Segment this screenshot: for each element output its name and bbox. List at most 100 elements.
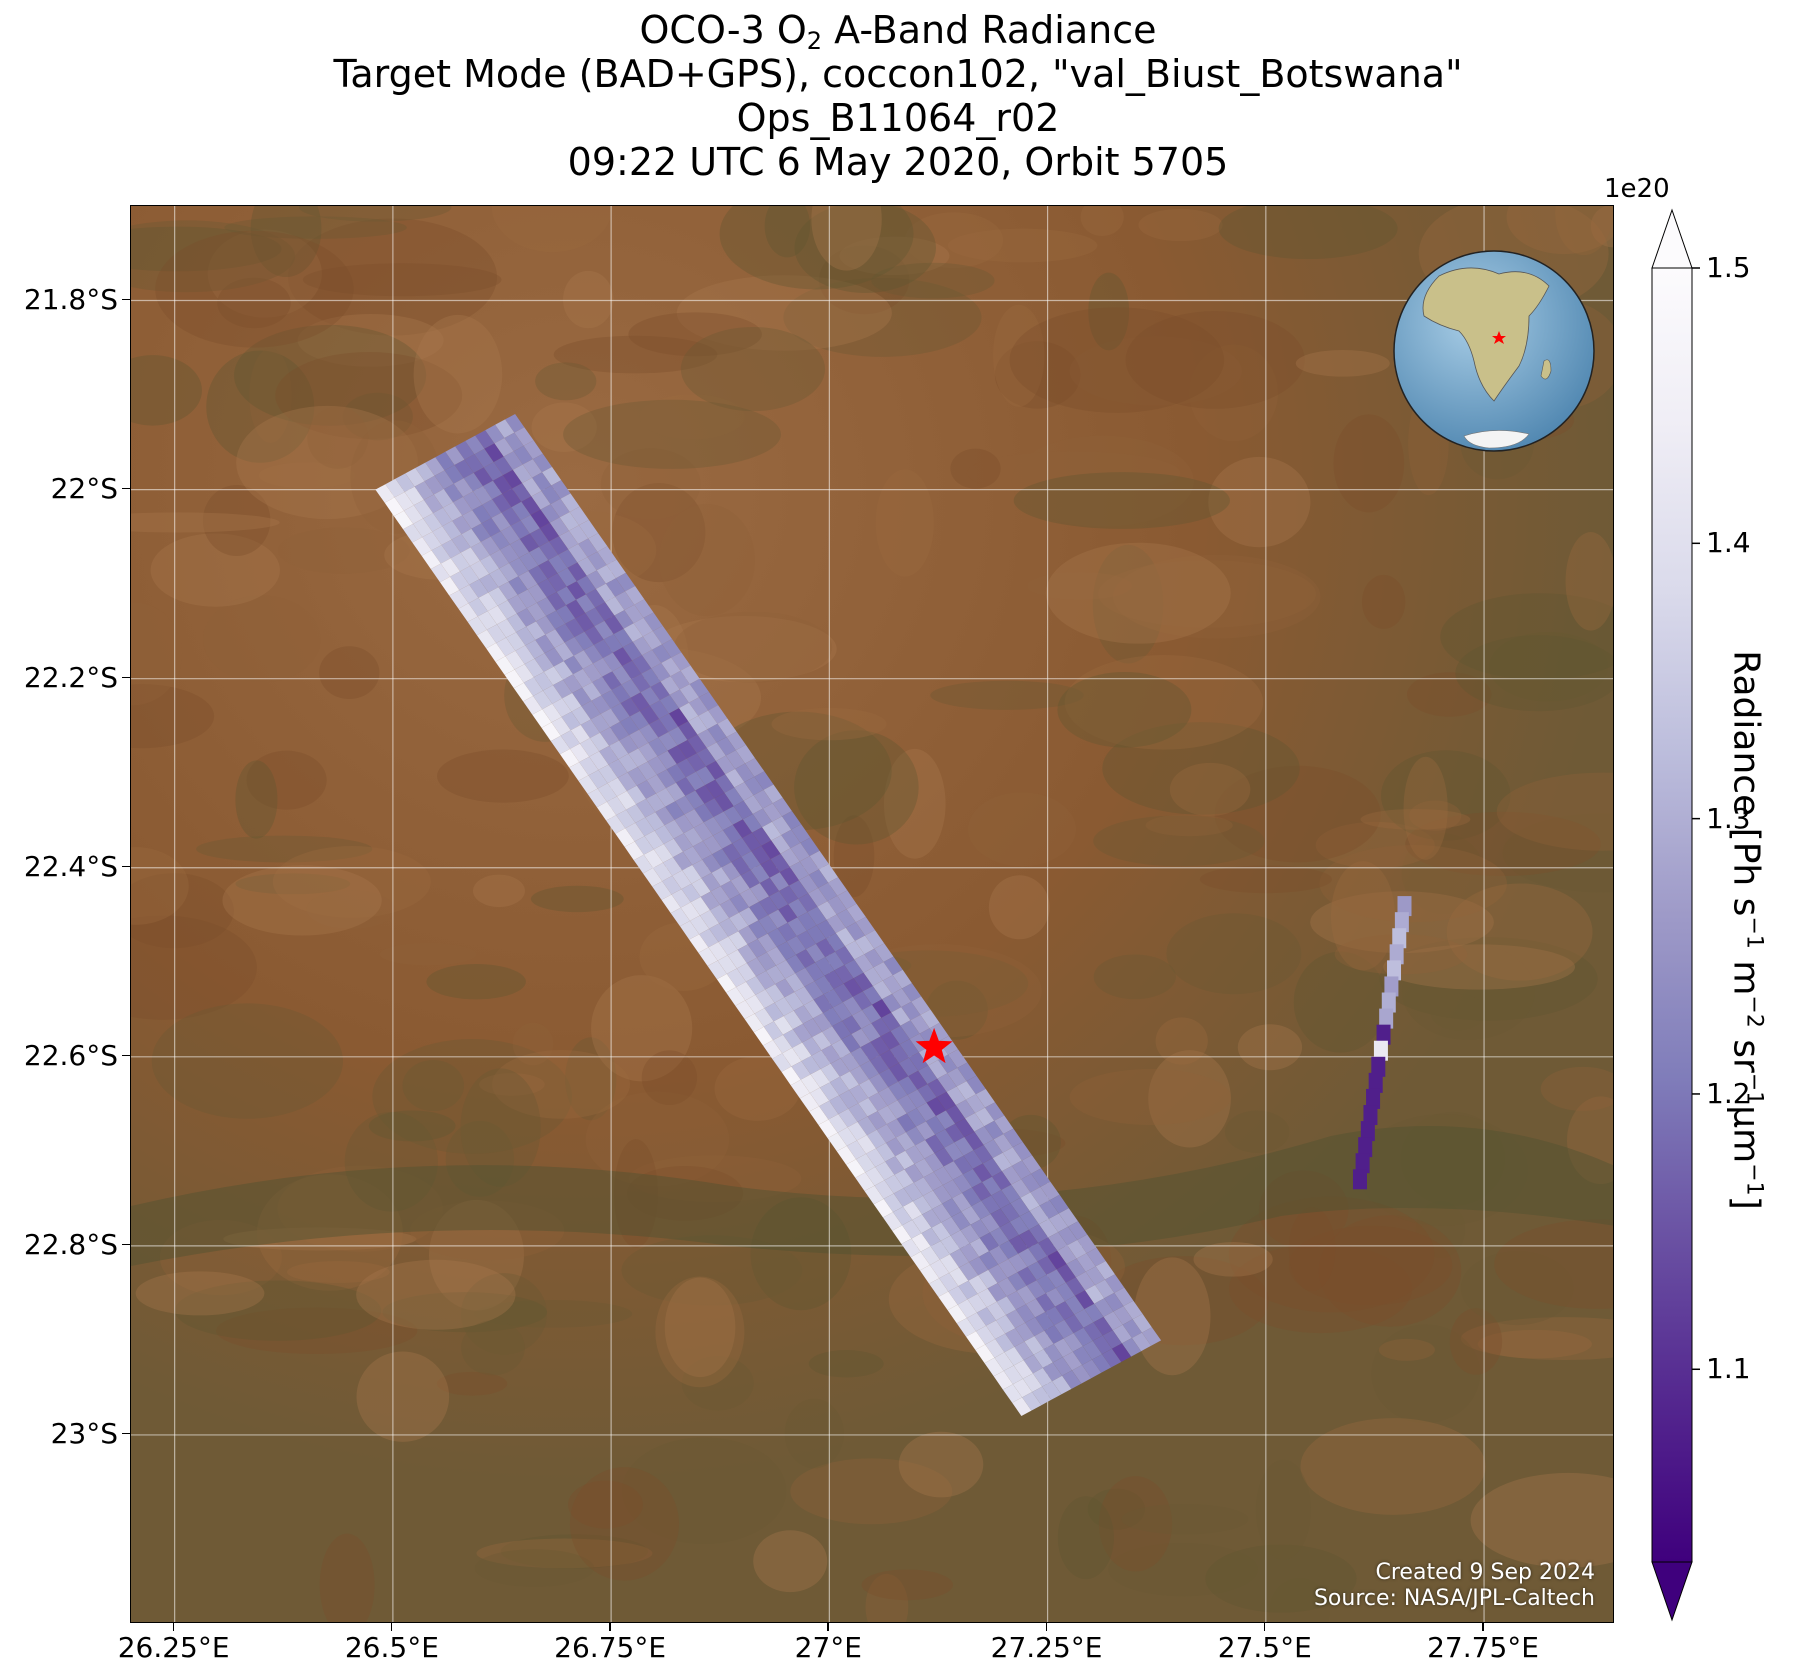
swath-pixel xyxy=(719,918,739,937)
swath-pixel xyxy=(999,1221,1019,1241)
plot-title-line-4: 09:22 UTC 6 May 2020, Orbit 5705 xyxy=(567,140,1229,184)
swath-pixel xyxy=(512,483,532,502)
swath-pixel xyxy=(496,637,516,657)
swath-pixel xyxy=(673,851,693,871)
swath-pixel xyxy=(505,650,525,670)
swath-pixel xyxy=(697,729,717,748)
swath-pixel xyxy=(815,957,835,976)
swath-pixel xyxy=(1005,1328,1025,1347)
swath-pixel xyxy=(658,732,678,751)
swath-pixel xyxy=(553,661,573,680)
swath-pixel xyxy=(591,695,611,714)
swath-pixel xyxy=(461,528,481,548)
terrain-patch xyxy=(131,602,183,706)
swath-pixel xyxy=(985,1102,1005,1121)
swath-pixel xyxy=(460,566,480,585)
swath-pixel xyxy=(393,510,414,530)
swath-pixel xyxy=(652,625,672,645)
swath-pixel xyxy=(1027,1261,1047,1281)
terrain-patch xyxy=(224,216,407,239)
terrain-patch xyxy=(641,1050,698,1106)
terrain-patch xyxy=(714,1056,801,1121)
swath-pixel xyxy=(807,906,827,926)
swath-pixel xyxy=(705,761,726,780)
swath-pixel xyxy=(856,1135,876,1154)
swath-pixel xyxy=(1056,1264,1076,1283)
lat-tick-label: 22.6°S xyxy=(23,1038,118,1072)
swath-pixel xyxy=(632,655,652,674)
swath-pixel xyxy=(722,843,742,863)
swath-pixel xyxy=(932,1203,952,1223)
swath-pixel xyxy=(960,1224,980,1244)
swath-pixel xyxy=(1011,1179,1031,1198)
swath-pixel xyxy=(627,767,647,786)
swath-pixel xyxy=(440,576,460,596)
swath-pixel xyxy=(412,537,432,556)
swath-pixel xyxy=(681,883,701,903)
terrain-patch xyxy=(1228,1196,1435,1313)
swath-pixel xyxy=(1020,1192,1040,1211)
terrain-patch xyxy=(1148,1050,1231,1148)
terrain-patch xyxy=(681,1356,754,1411)
swath-pixel xyxy=(509,539,530,558)
swath-pixel xyxy=(434,470,454,490)
swath-pixel xyxy=(736,981,756,1001)
swath-pixel xyxy=(506,613,527,633)
terrain-patch xyxy=(1069,336,1243,406)
swath-pixel xyxy=(481,518,501,537)
swath-pixel xyxy=(936,1091,956,1111)
swath-pixel xyxy=(1075,1271,1095,1291)
swath-pixel xyxy=(783,1029,803,1048)
swath-pixel xyxy=(790,842,810,862)
swath-pixel xyxy=(552,698,572,717)
swath-strip-pixel xyxy=(1397,896,1412,917)
terrain-patch xyxy=(246,750,327,810)
swath-pixel xyxy=(651,663,671,682)
swath-pixel xyxy=(479,555,500,574)
swath-pixel xyxy=(403,523,423,543)
swath-pixel xyxy=(744,1013,764,1033)
swath-strip-pixel xyxy=(1355,1153,1370,1174)
swath-pixel xyxy=(970,1219,990,1238)
swath-pixel xyxy=(1132,1313,1152,1333)
swath-pixel xyxy=(1028,1224,1049,1243)
swath-pixel xyxy=(597,546,617,565)
swath-pixel xyxy=(549,536,569,555)
swath-pixel xyxy=(866,1129,886,1149)
swath-pixel xyxy=(812,1013,833,1032)
terrain-patch xyxy=(621,1235,803,1306)
terrain-patch xyxy=(272,846,431,918)
swath-pixel xyxy=(704,798,724,817)
terrain-patch xyxy=(1502,813,1613,893)
swath-pixel xyxy=(992,1152,1012,1172)
swath-pixel xyxy=(759,896,779,915)
swath-pixel xyxy=(621,679,641,698)
terrain-patch xyxy=(1357,1114,1528,1226)
basemap xyxy=(131,206,1613,1622)
swath-pixel xyxy=(529,546,549,566)
swath-pixel xyxy=(566,581,586,600)
swath-pixel xyxy=(643,849,663,868)
swath-pixel xyxy=(493,456,513,476)
swath-pixel xyxy=(922,1190,943,1210)
swath-pixel xyxy=(945,1123,965,1143)
swath-pixel xyxy=(745,758,765,777)
colorbar-extend-min xyxy=(1651,1561,1693,1622)
swath-pixel xyxy=(773,1034,793,1054)
swath-pixel xyxy=(445,446,465,465)
swath-pixel xyxy=(682,865,702,884)
swath-pixel xyxy=(516,608,536,627)
swath-pixel xyxy=(512,464,533,484)
terrain-patch xyxy=(426,964,526,1000)
swath-pixel xyxy=(676,758,696,778)
swath-pixel xyxy=(1046,1269,1066,1288)
swath-pixel xyxy=(531,491,551,510)
swath-pixel xyxy=(528,565,548,585)
map-panel[interactable]: Created 9 Sep 2024 Source: NASA/JPL-Calt… xyxy=(130,205,1614,1623)
swath-pixel xyxy=(579,738,600,757)
swath-pixel xyxy=(792,1023,813,1043)
swath-pixel xyxy=(422,531,442,551)
swath-pixel xyxy=(626,785,646,805)
swath-pixel xyxy=(648,737,668,757)
swath-pixel xyxy=(833,983,853,1003)
